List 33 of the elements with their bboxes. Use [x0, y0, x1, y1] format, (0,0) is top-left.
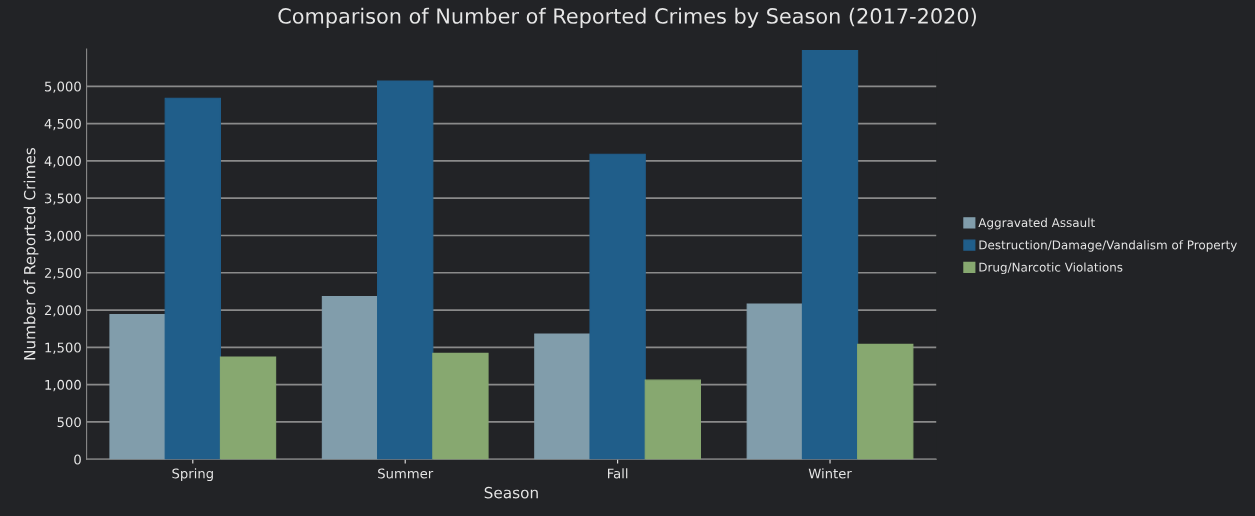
x-axis-title: Season: [484, 486, 538, 499]
bar: [109, 313, 166, 460]
bar: [377, 80, 434, 460]
chart-title: Comparison of Number of Reported Crimes by Season (2017-2020): [278, 7, 976, 28]
legend-label: Drug/Narcotic Violations: [979, 262, 1123, 275]
y-tick-label: 500: [57, 417, 81, 428]
bar: [746, 303, 803, 460]
y-tick-label: 1,000: [45, 379, 81, 392]
y-tick-label: 2,000: [44, 305, 81, 317]
y-tick-label: 2,500: [44, 268, 81, 280]
y-tick-label: 0: [74, 454, 81, 465]
y-tick-label: 1,500: [45, 342, 81, 354]
x-tick-label: Summer: [378, 468, 434, 479]
bar: [857, 343, 914, 460]
y-tick-label: 3,000: [44, 230, 81, 243]
bar: [644, 379, 702, 460]
x-tick-label: Winter: [808, 468, 852, 479]
bar: [164, 97, 221, 460]
bar: [534, 333, 591, 460]
x-tick-label: Fall: [608, 468, 628, 479]
x-tick-label: Spring: [172, 468, 213, 482]
bar: [321, 296, 379, 460]
y-tick-label: 4,000: [44, 156, 81, 168]
bar: [219, 356, 277, 460]
bar: [589, 153, 646, 460]
bar: [432, 352, 489, 460]
y-tick-label: 3,500: [44, 193, 81, 205]
bar: [801, 49, 859, 460]
y-tick-label: 5,000: [44, 81, 81, 93]
y-axis-title: Number of Reported Crimes: [23, 147, 39, 360]
y-tick-label: 4,500: [44, 118, 81, 131]
legend-label: Destruction/Damage/Vandalism of Property: [979, 240, 1237, 252]
legend-label: Aggravated Assault: [978, 217, 1095, 230]
